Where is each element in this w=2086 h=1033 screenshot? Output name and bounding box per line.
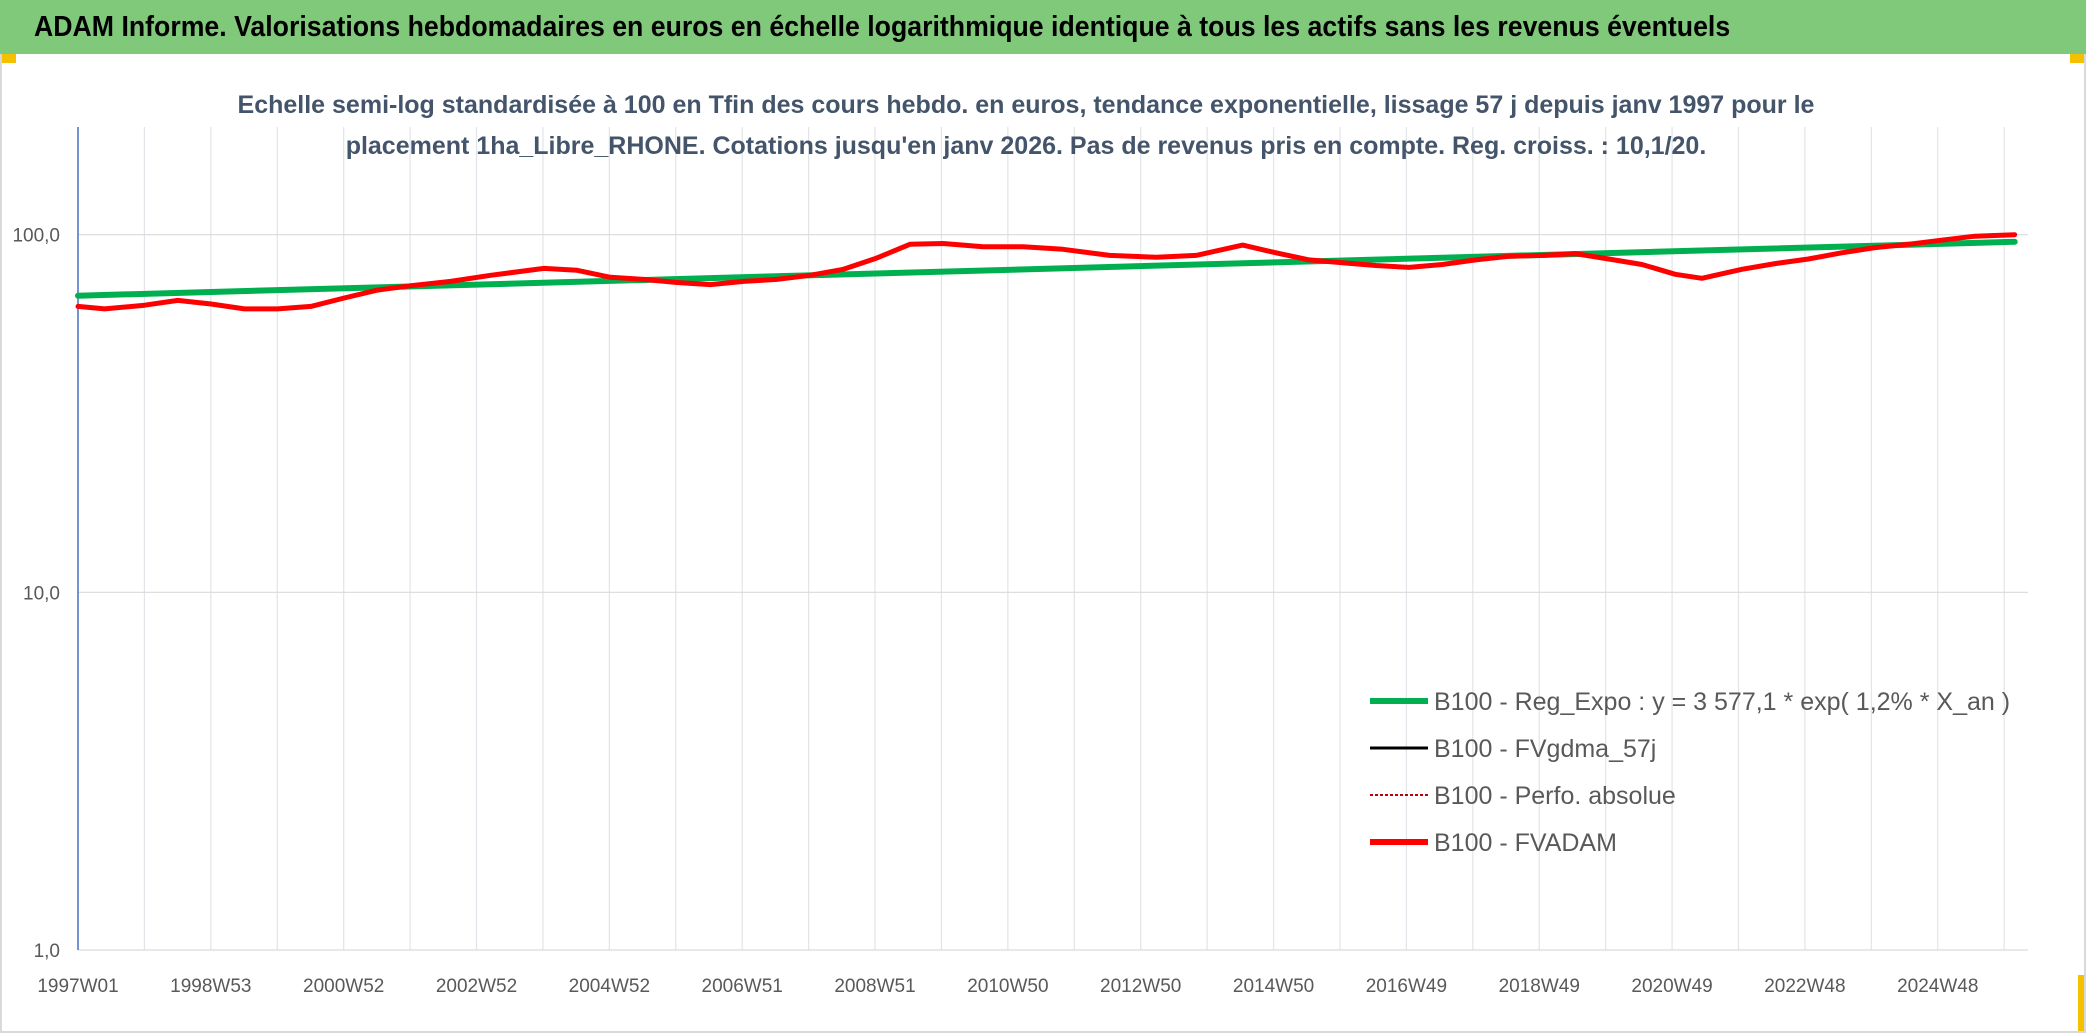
x-tick-label: 1997W01 [37, 976, 118, 997]
y-tick-labels: 1,0 10,0 100,0 [12, 226, 60, 962]
x-tick-label: 2014W50 [1233, 976, 1314, 997]
series-layer [75, 232, 2018, 312]
chart-frame [0, 54, 2086, 1033]
series-line-3 [75, 232, 2018, 312]
x-tick-label: 2010W50 [967, 976, 1048, 997]
legend-entry-3: B100 - FVADAM [1434, 829, 1617, 857]
x-tick-label: 2018W49 [1499, 976, 1580, 997]
x-tick-label: 2004W52 [569, 976, 650, 997]
frame-corner-top-left [0, 54, 16, 63]
x-tick-label: 2006W51 [702, 976, 783, 997]
x-tick-label: 2002W52 [436, 976, 517, 997]
x-tick-label: 2012W50 [1100, 976, 1181, 997]
x-tick-label: 2024W48 [1897, 976, 1978, 997]
horizontal-gridlines [78, 234, 2028, 951]
vertical-gridlines [143, 127, 2005, 950]
legend-entry-2: B100 - Perfo. absolue [1434, 782, 1676, 810]
x-tick-label: 2020W49 [1631, 976, 1712, 997]
chart-subtitle-line-2: placement 1ha_Libre_RHONE. Cotations jus… [346, 132, 1707, 160]
legend-entry-1: B100 - FVgdma_57j [1434, 735, 1656, 763]
x-tick-label: 2016W49 [1366, 976, 1447, 997]
legend-entry-0: B100 - Reg_Expo : y = 3 577,1 * exp( 1,2… [1434, 688, 2010, 716]
y-tick-label: 1,0 [34, 941, 60, 962]
report-header: ADAM Informe. Valorisations hebdomadaire… [0, 0, 2086, 54]
x-tick-labels: 1997W01 1998W53 2000W52 2002W52 2004W52 2006W… [37, 976, 1978, 997]
chart-legend: B100 - Reg_Expo : y = 3 577,1 * exp( 1,2… [1370, 688, 2010, 857]
report-title: ADAM Informe. Valorisations hebdomadaire… [34, 10, 1731, 43]
x-tick-label: 2008W51 [834, 976, 915, 997]
chart-subtitle-line-1: Echelle semi-log standardisée à 100 en T… [238, 91, 1815, 119]
y-tick-label: 10,0 [23, 583, 60, 604]
frame-corner-bottom-right [2078, 975, 2086, 1033]
x-tick-label: 2000W52 [303, 976, 384, 997]
x-tick-label: 2022W48 [1764, 976, 1845, 997]
frame-corner-top-right [2070, 54, 2086, 63]
x-tick-label: 1998W53 [170, 976, 251, 997]
y-tick-label: 100,0 [12, 226, 60, 247]
